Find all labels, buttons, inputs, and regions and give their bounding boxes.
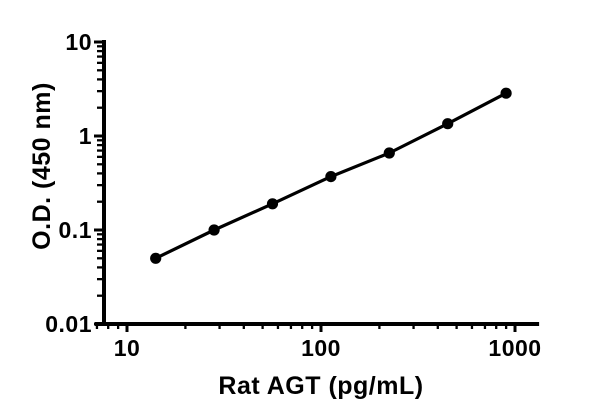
data-point-marker (442, 118, 454, 130)
x-tick-label: 100 (301, 335, 341, 361)
axes (94, 40, 540, 326)
y-tick-label: 10 (65, 29, 92, 55)
y-axis-ticks (94, 40, 104, 326)
y-axis-tick-labels: 10 1 0.1 0.01 (45, 29, 92, 337)
y-tick-label: 0.1 (59, 217, 92, 243)
data-series (150, 87, 512, 264)
x-axis-tick-labels: 10 100 1000 (114, 335, 541, 361)
x-axis-title: Rat AGT (pg/mL) (218, 372, 423, 400)
x-tick-label: 1000 (488, 335, 541, 361)
y-tick-label: 1 (79, 123, 92, 149)
x-tick-label: 10 (114, 335, 141, 361)
y-tick-label: 0.01 (45, 311, 92, 337)
data-point-marker (325, 171, 337, 183)
data-point-marker (500, 87, 512, 99)
data-point-marker (150, 252, 162, 264)
data-point-marker (383, 147, 395, 159)
data-point-marker (266, 198, 279, 210)
y-axis-title: O.D. (450 nm) (28, 82, 56, 250)
data-point-marker (208, 224, 220, 236)
